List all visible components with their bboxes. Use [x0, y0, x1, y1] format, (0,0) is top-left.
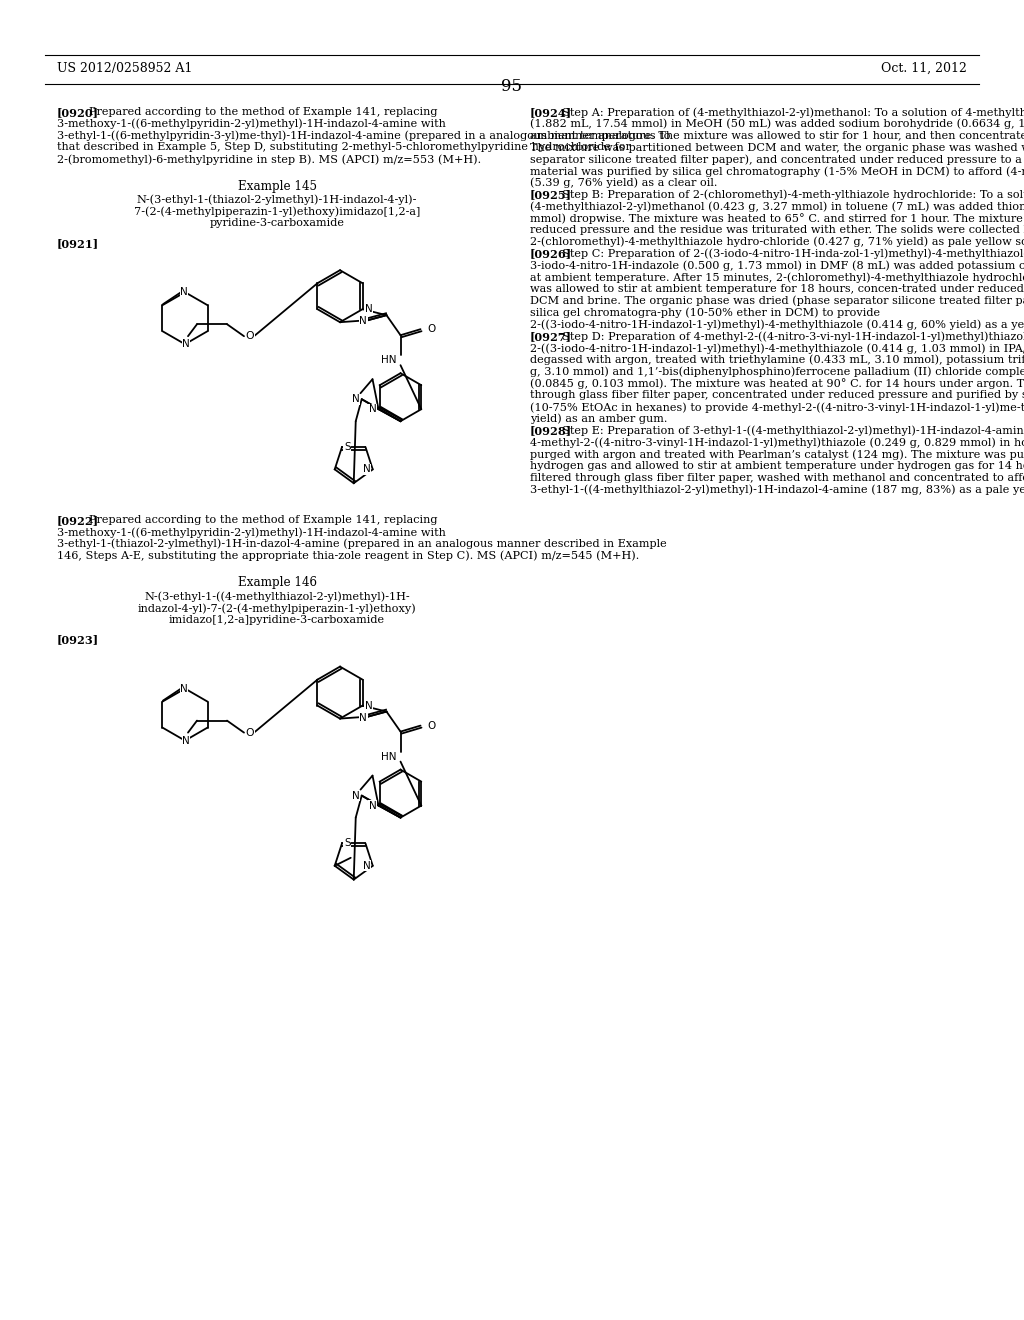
- Text: (0.0845 g, 0.103 mmol). The mixture was heated at 90° C. for 14 hours under argo: (0.0845 g, 0.103 mmol). The mixture was …: [530, 379, 1024, 389]
- Text: N: N: [365, 701, 373, 710]
- Text: Oct. 11, 2012: Oct. 11, 2012: [881, 62, 967, 75]
- Text: N: N: [362, 861, 371, 871]
- Text: filtered through glass fiber filter paper, washed with methanol and concentrated: filtered through glass fiber filter pape…: [530, 473, 1024, 483]
- Text: N: N: [182, 735, 189, 746]
- Text: reduced pressure and the residue was triturated with ether. The solids were coll: reduced pressure and the residue was tri…: [530, 224, 1024, 235]
- Text: (1.882 mL, 17.54 mmol) in MeOH (50 mL) was added sodium borohydride (0.6634 g, 1: (1.882 mL, 17.54 mmol) in MeOH (50 mL) w…: [530, 119, 1024, 129]
- Text: 2-((3-iodo-4-nitro-1H-indazol-1-yl)methyl)-4-methylthiazole (0.414 g, 60% yield): 2-((3-iodo-4-nitro-1H-indazol-1-yl)methy…: [530, 319, 1024, 330]
- Text: Step B: Preparation of 2-(chloromethyl)-4-meth-ylthiazole hydrochloride: To a so: Step B: Preparation of 2-(chloromethyl)-…: [562, 190, 1024, 201]
- Text: (5.39 g, 76% yield) as a clear oil.: (5.39 g, 76% yield) as a clear oil.: [530, 178, 718, 189]
- Text: HN: HN: [381, 751, 396, 762]
- Text: N: N: [359, 317, 367, 326]
- Text: N: N: [365, 304, 373, 314]
- Text: 2-(bromomethyl)-6-methylpyridine in step B). MS (APCI) m/z=553 (M+H).: 2-(bromomethyl)-6-methylpyridine in step…: [57, 154, 481, 165]
- Text: ambient temperature. The mixture was allowed to stir for 1 hour, and then concen: ambient temperature. The mixture was all…: [530, 131, 1024, 141]
- Text: purged with argon and treated with Pearlman’s catalyst (124 mg). The mixture was: purged with argon and treated with Pearl…: [530, 449, 1024, 459]
- Text: N: N: [369, 801, 377, 810]
- Text: through glass fiber filter paper, concentrated under reduced pressure and purifi: through glass fiber filter paper, concen…: [530, 391, 1024, 400]
- Text: 3-ethyl-1-((4-methylthiazol-2-yl)methyl)-1H-indazol-4-amine (187 mg, 83%) as a p: 3-ethyl-1-((4-methylthiazol-2-yl)methyl)…: [530, 484, 1024, 495]
- Text: [0927]: [0927]: [530, 331, 572, 342]
- Text: that described in Example 5, Step D, substituting 2-methyl-5-chloromethylpyridin: that described in Example 5, Step D, sub…: [57, 143, 631, 152]
- Text: S: S: [344, 442, 350, 451]
- Text: separator silicone treated filter paper), and concentrated under reduced pressur: separator silicone treated filter paper)…: [530, 154, 1024, 165]
- Text: Example 146: Example 146: [238, 577, 316, 590]
- Text: 3-methoxy-1-((6-methylpyridin-2-yl)methyl)-1H-indazol-4-amine with: 3-methoxy-1-((6-methylpyridin-2-yl)methy…: [57, 527, 445, 537]
- Text: 3-methoxy-1-((6-methylpyridin-2-yl)methyl)-1H-indazol-4-amine with: 3-methoxy-1-((6-methylpyridin-2-yl)methy…: [57, 119, 445, 129]
- Text: pyridine-3-carboxamide: pyridine-3-carboxamide: [210, 218, 344, 228]
- Text: 7-(2-(4-methylpiperazin-1-yl)ethoxy)imidazo[1,2-a]: 7-(2-(4-methylpiperazin-1-yl)ethoxy)imid…: [134, 207, 420, 218]
- Text: Step E: Preparation of 3-ethyl-1-((4-methylthiazol-2-yl)methyl)-1H-indazol-4-ami: Step E: Preparation of 3-ethyl-1-((4-met…: [562, 425, 1024, 436]
- Text: g, 3.10 mmol) and 1,1’-bis(diphenylphosphino)ferrocene palladium (II) chloride c: g, 3.10 mmol) and 1,1’-bis(diphenylphosp…: [530, 367, 1024, 378]
- Text: N: N: [352, 395, 359, 404]
- Text: 3-ethyl-1-(thiazol-2-ylmethyl)-1H-in-dazol-4-amine (prepared in an analogous man: 3-ethyl-1-(thiazol-2-ylmethyl)-1H-in-daz…: [57, 539, 667, 549]
- Text: N: N: [359, 713, 367, 722]
- Text: O: O: [427, 325, 436, 334]
- Text: 3-ethyl-1-((6-methylpyridin-3-yl)me-thyl)-1H-indazol-4-amine (prepared in a anal: 3-ethyl-1-((6-methylpyridin-3-yl)me-thyl…: [57, 131, 671, 141]
- Text: N-(3-ethyl-1-(thiazol-2-ylmethyl)-1H-indazol-4-yl)-: N-(3-ethyl-1-(thiazol-2-ylmethyl)-1H-ind…: [137, 195, 417, 206]
- Text: [0924]: [0924]: [530, 107, 572, 117]
- Text: Prepared according to the method of Example 141, replacing: Prepared according to the method of Exam…: [89, 515, 437, 525]
- Text: Example 145: Example 145: [238, 180, 316, 193]
- Text: The mixture was partitioned between DCM and water, the organic phase was washed : The mixture was partitioned between DCM …: [530, 143, 1024, 153]
- Text: [0923]: [0923]: [57, 635, 99, 645]
- Text: (4-methylthiazol-2-yl)methanol (0.423 g, 3.27 mmol) in toluene (7 mL) was added : (4-methylthiazol-2-yl)methanol (0.423 g,…: [530, 202, 1024, 213]
- Text: HN: HN: [381, 355, 396, 366]
- Text: Step D: Preparation of 4-methyl-2-((4-nitro-3-vi-nyl-1H-indazol-1-yl)methyl)thia: Step D: Preparation of 4-methyl-2-((4-ni…: [562, 331, 1024, 342]
- Text: Step A: Preparation of (4-methylthiazol-2-yl)methanol: To a solution of 4-methyl: Step A: Preparation of (4-methylthiazol-…: [562, 107, 1024, 117]
- Text: N-(3-ethyl-1-((4-methylthiazol-2-yl)methyl)-1H-: N-(3-ethyl-1-((4-methylthiazol-2-yl)meth…: [144, 591, 410, 602]
- Text: DCM and brine. The organic phase was dried (phase separator silicone treated fil: DCM and brine. The organic phase was dri…: [530, 296, 1024, 306]
- Text: N: N: [182, 339, 189, 350]
- Text: [0920]: [0920]: [57, 107, 99, 117]
- Text: [0926]: [0926]: [530, 248, 572, 260]
- Text: O: O: [246, 727, 254, 738]
- Text: (10-75% EtOAc in hexanes) to provide 4-methyl-2-((4-nitro-3-vinyl-1H-indazol-1-y: (10-75% EtOAc in hexanes) to provide 4-m…: [530, 403, 1024, 413]
- Text: 2-((3-iodo-4-nitro-1H-indazol-1-yl)methyl)-4-methylthiazole (0.414 g, 1.03 mmol): 2-((3-iodo-4-nitro-1H-indazol-1-yl)methy…: [530, 343, 1024, 354]
- Text: US 2012/0258952 A1: US 2012/0258952 A1: [57, 62, 193, 75]
- Text: imidazo[1,2-a]pyridine-3-carboxamide: imidazo[1,2-a]pyridine-3-carboxamide: [169, 615, 385, 624]
- Text: material was purified by silica gel chromatography (1-5% MeOH in DCM) to afford : material was purified by silica gel chro…: [530, 166, 1024, 177]
- Text: N: N: [362, 465, 371, 474]
- Text: Step C: Preparation of 2-((3-iodo-4-nitro-1H-inda-zol-1-yl)methyl)-4-methylthiaz: Step C: Preparation of 2-((3-iodo-4-nitr…: [562, 248, 1024, 259]
- Text: mmol) dropwise. The mixture was heated to 65° C. and stirred for 1 hour. The mix: mmol) dropwise. The mixture was heated t…: [530, 214, 1024, 224]
- Text: N: N: [180, 684, 187, 693]
- Text: 146, Steps A-E, substituting the appropriate thia-zole reagent in Step C). MS (A: 146, Steps A-E, substituting the appropr…: [57, 550, 639, 561]
- Text: [0921]: [0921]: [57, 238, 99, 249]
- Text: degassed with argon, treated with triethylamine (0.433 mL, 3.10 mmol), potassium: degassed with argon, treated with trieth…: [530, 355, 1024, 366]
- Text: Prepared according to the method of Example 141, replacing: Prepared according to the method of Exam…: [89, 107, 437, 117]
- Text: was allowed to stir at ambient temperature for 18 hours, concen-trated under red: was allowed to stir at ambient temperatu…: [530, 284, 1024, 294]
- Text: 95: 95: [502, 78, 522, 95]
- Text: [0925]: [0925]: [530, 190, 572, 201]
- Text: hydrogen gas and allowed to stir at ambient temperature under hydrogen gas for 1: hydrogen gas and allowed to stir at ambi…: [530, 461, 1024, 471]
- Text: 2-(chloromethyl)-4-methylthiazole hydro-chloride (0.427 g, 71% yield) as pale ye: 2-(chloromethyl)-4-methylthiazole hydro-…: [530, 236, 1024, 247]
- Text: [0922]: [0922]: [57, 515, 99, 527]
- Text: silica gel chromatogra-phy (10-50% ether in DCM) to provide: silica gel chromatogra-phy (10-50% ether…: [530, 308, 880, 318]
- Text: O: O: [246, 331, 254, 341]
- Text: 4-methyl-2-((4-nitro-3-vinyl-1H-indazol-1-yl)methyl)thiazole (0.249 g, 0.829 mmo: 4-methyl-2-((4-nitro-3-vinyl-1H-indazol-…: [530, 437, 1024, 447]
- Text: N: N: [180, 288, 187, 297]
- Text: [0928]: [0928]: [530, 425, 572, 437]
- Text: at ambient temperature. After 15 minutes, 2-(chloromethyl)-4-methylthiazole hydr: at ambient temperature. After 15 minutes…: [530, 272, 1024, 282]
- Text: N: N: [369, 404, 377, 414]
- Text: O: O: [427, 721, 436, 730]
- Text: 3-iodo-4-nitro-1H-indazole (0.500 g, 1.73 mmol) in DMF (8 mL) was added potassiu: 3-iodo-4-nitro-1H-indazole (0.500 g, 1.7…: [530, 260, 1024, 271]
- Text: yield) as an amber gum.: yield) as an amber gum.: [530, 413, 668, 424]
- Text: indazol-4-yl)-7-(2-(4-methylpiperazin-1-yl)ethoxy): indazol-4-yl)-7-(2-(4-methylpiperazin-1-…: [137, 603, 417, 614]
- Text: S: S: [344, 838, 350, 849]
- Text: N: N: [352, 791, 359, 801]
